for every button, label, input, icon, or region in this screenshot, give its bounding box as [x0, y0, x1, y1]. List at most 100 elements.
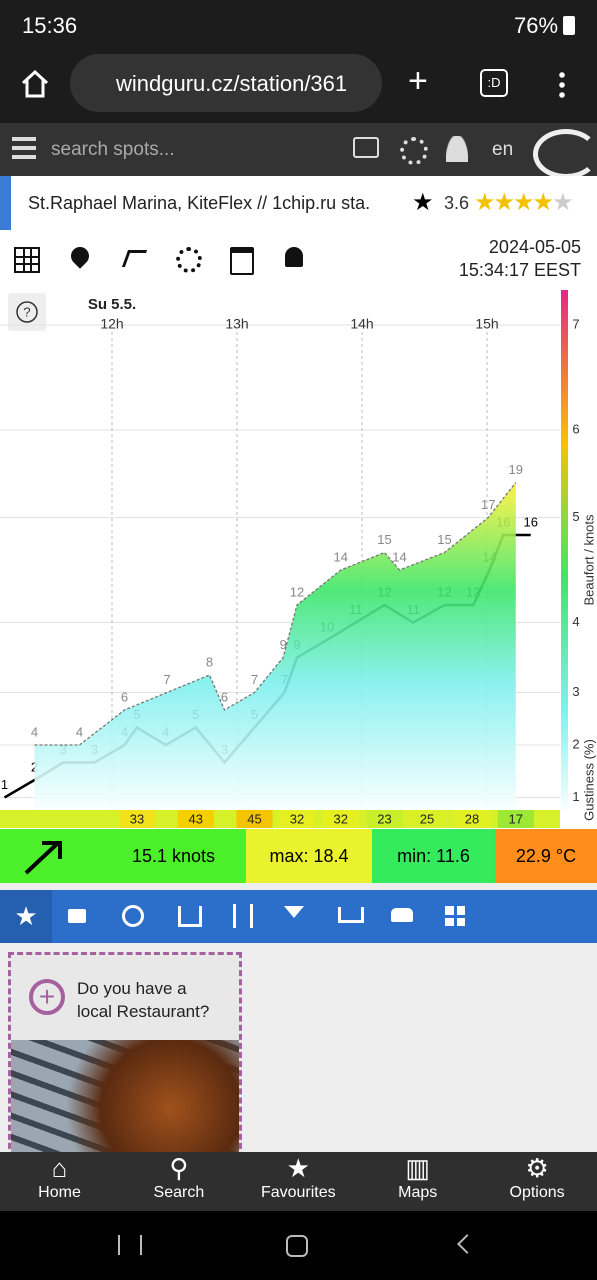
bar-tab[interactable]	[284, 906, 304, 928]
gust-label: 8	[206, 654, 213, 669]
gustiness-cell	[322, 810, 359, 828]
webcam-tab[interactable]	[68, 909, 86, 923]
bottom-nav: ⌂ Home ⚲ Search ★ Favourites ▥ Maps ⚙ Options	[0, 1152, 597, 1211]
restaurant-tab[interactable]	[233, 904, 253, 928]
clock: 15:36	[22, 13, 78, 38]
gustiness-cell	[409, 810, 445, 828]
shop-tab[interactable]	[338, 907, 364, 923]
nav-item[interactable]: ⚙ Options	[478, 1152, 597, 1211]
url-field[interactable]: windguru.cz/station/361	[70, 54, 382, 112]
gustiness-cell	[177, 810, 214, 828]
y-tick-label: 1	[572, 789, 579, 804]
help-circle	[16, 301, 38, 323]
nav-item[interactable]: ★ Favourites	[239, 1152, 358, 1211]
wind-label: 16	[524, 514, 538, 529]
y-tick-label: 2	[572, 736, 579, 751]
spot-icon[interactable]	[121, 250, 148, 267]
help-text: ?	[23, 304, 30, 319]
url: windguru.cz/station/361	[116, 71, 348, 96]
nav-icon: ▥	[405, 1153, 430, 1183]
tabs-button[interactable]: :D	[480, 69, 508, 97]
calendar-icon[interactable]	[230, 247, 254, 275]
gust-label: 4	[31, 724, 38, 739]
menu-icon[interactable]	[12, 137, 36, 141]
alert-icon[interactable]	[285, 247, 303, 267]
location-icon[interactable]	[67, 243, 93, 269]
y-tick-label: 5	[572, 509, 579, 524]
battery-icon	[563, 16, 575, 35]
favourites-tab[interactable]: ★	[0, 890, 52, 943]
spot-tab[interactable]	[122, 905, 144, 927]
language[interactable]: en	[492, 139, 514, 160]
x-tick-label: 15h	[475, 316, 498, 332]
gustiness-value: 32	[334, 811, 348, 826]
recents-button[interactable]	[118, 1235, 142, 1255]
ad-image	[11, 1040, 239, 1155]
nav-item[interactable]: ⌂ Home	[0, 1152, 119, 1211]
wind-label: 1	[1, 777, 8, 792]
user-icon[interactable]	[446, 136, 468, 162]
gust-line	[34, 482, 517, 746]
more-tab[interactable]	[445, 906, 465, 926]
gust-label: 14	[392, 549, 406, 564]
gustiness-value: 28	[465, 811, 479, 826]
direction-arrow	[24, 841, 62, 875]
y-axis-label: Beaufort / knots	[581, 514, 596, 606]
gust-label: 6	[121, 689, 128, 704]
speed: 15.1 knots	[132, 846, 216, 866]
star-icon[interactable]: ★	[412, 189, 434, 216]
home-button[interactable]	[20, 69, 50, 99]
time: 15:34:17 EEST	[458, 260, 581, 280]
gustiness-cell	[119, 810, 155, 828]
menu-button[interactable]	[559, 70, 565, 98]
toolbar: 2024-05-05 15:34:17 EEST	[0, 230, 597, 290]
back-button[interactable]	[457, 1234, 477, 1254]
accent	[0, 176, 11, 230]
gust-label: 12	[290, 584, 304, 599]
status-bar: 15:36 76%	[0, 0, 597, 52]
chat-icon[interactable]	[353, 137, 379, 158]
speed-cell: 15.1 knots	[0, 829, 246, 883]
system-nav	[0, 1211, 597, 1280]
x-tick-label: 14h	[350, 316, 373, 332]
temperature-cell: 22.9 °C	[495, 829, 597, 883]
help-button[interactable]	[8, 293, 46, 331]
gustiness-value: 23	[377, 811, 391, 826]
logo[interactable]	[533, 129, 597, 179]
home-system-button[interactable]	[286, 1235, 308, 1257]
ad-line: local Restaurant?	[77, 1002, 210, 1021]
search-input[interactable]: search spots...	[51, 139, 175, 160]
accommodation-tab[interactable]	[178, 906, 202, 927]
gustiness-value: 43	[189, 811, 203, 826]
station-name: St.Raphael Marina, KiteFlex // 1chip.ru …	[28, 193, 371, 213]
nav-icon: ⌂	[51, 1153, 68, 1183]
settings-icon[interactable]	[400, 137, 428, 165]
x-tick-label: 13h	[225, 316, 248, 332]
ad-box[interactable]: + Do you have a local Restaurant?	[8, 952, 242, 1158]
gustiness-cell	[236, 810, 273, 828]
nav-item[interactable]: ⚲ Search	[119, 1152, 238, 1211]
settings-icon[interactable]	[176, 247, 202, 273]
gust-label: 17	[481, 497, 495, 512]
y-tick-label: 3	[572, 684, 579, 699]
current-bar: 15.1 knots max: 18.4 min: 11.6 22.9 °C	[0, 829, 597, 883]
y-tick-label: 6	[572, 421, 579, 436]
gustiness-value: 32	[290, 811, 304, 826]
gustiness-cell	[497, 810, 534, 828]
station-bar: St.Raphael Marina, KiteFlex // 1chip.ru …	[0, 176, 597, 230]
nav-item[interactable]: ▥ Maps	[358, 1152, 477, 1211]
nav-icon: ⚲	[169, 1153, 189, 1183]
x-tick-label: 12h	[100, 316, 123, 332]
new-tab[interactable]: +	[408, 62, 428, 100]
table-icon[interactable]	[14, 247, 40, 273]
nav-icon: ★	[286, 1153, 310, 1183]
car-tab[interactable]	[391, 908, 413, 922]
nav-icon: ⚙	[525, 1153, 549, 1183]
gust-label: 6	[221, 689, 228, 704]
browser-bar: windguru.cz/station/361 + :D	[0, 52, 597, 123]
max-cell: max: 18.4	[246, 829, 372, 883]
gust-label: 7	[251, 672, 258, 687]
